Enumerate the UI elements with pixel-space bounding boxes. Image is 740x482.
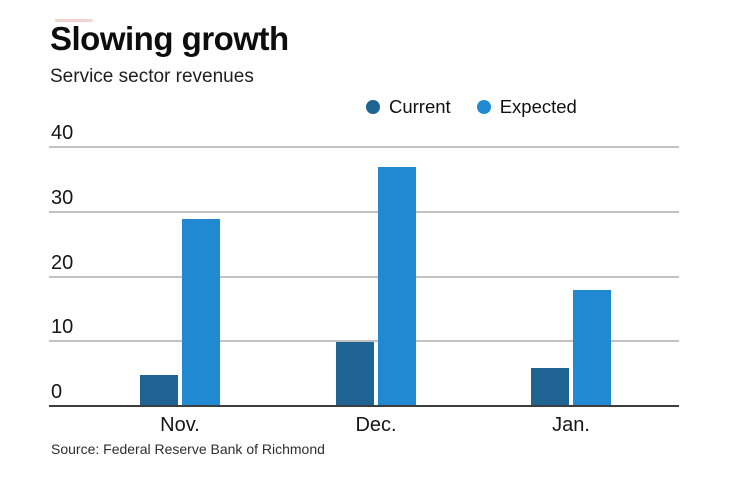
legend-label-expected: Expected [499,96,577,117]
bar-current-jan [531,368,569,407]
bar-current-dec [336,342,374,407]
bar-current-nov [140,374,178,407]
expected-series-dot-icon [476,100,491,114]
x-tick-label: Dec. [355,414,397,436]
current-series-dot-icon [366,100,380,114]
gridline [49,275,679,278]
y-tick-label: 30 [51,186,74,209]
legend: Current Expected [366,96,577,118]
gridline [49,340,679,343]
legend-item-expected: Expected [476,96,577,118]
y-tick-label: 40 [51,122,74,144]
y-tick-label: 0 [51,381,63,403]
chart-title: Slowing growth [50,20,289,57]
legend-item-current: Current [366,96,451,118]
source-note: Source: Federal Reserve Bank of Richmond [51,441,325,457]
x-tick-label: Jan. [552,414,590,436]
bar-expected-jan [573,290,611,407]
stray-red-mark [55,19,93,22]
chart-subtitle: Service sector revenues [50,66,254,87]
gridline [49,210,679,213]
y-tick-label: 20 [51,251,74,274]
bar-expected-nov [182,219,220,407]
x-axis-line [49,405,679,407]
legend-label-current: Current [389,96,451,117]
bar-expected-dec [378,167,416,407]
gridline [49,146,679,148]
y-tick-label: 10 [51,316,74,339]
plot-area: 0 10 20 30 40 Nov. Dec. Jan. [49,123,679,436]
x-tick-label: Nov. [160,414,200,436]
